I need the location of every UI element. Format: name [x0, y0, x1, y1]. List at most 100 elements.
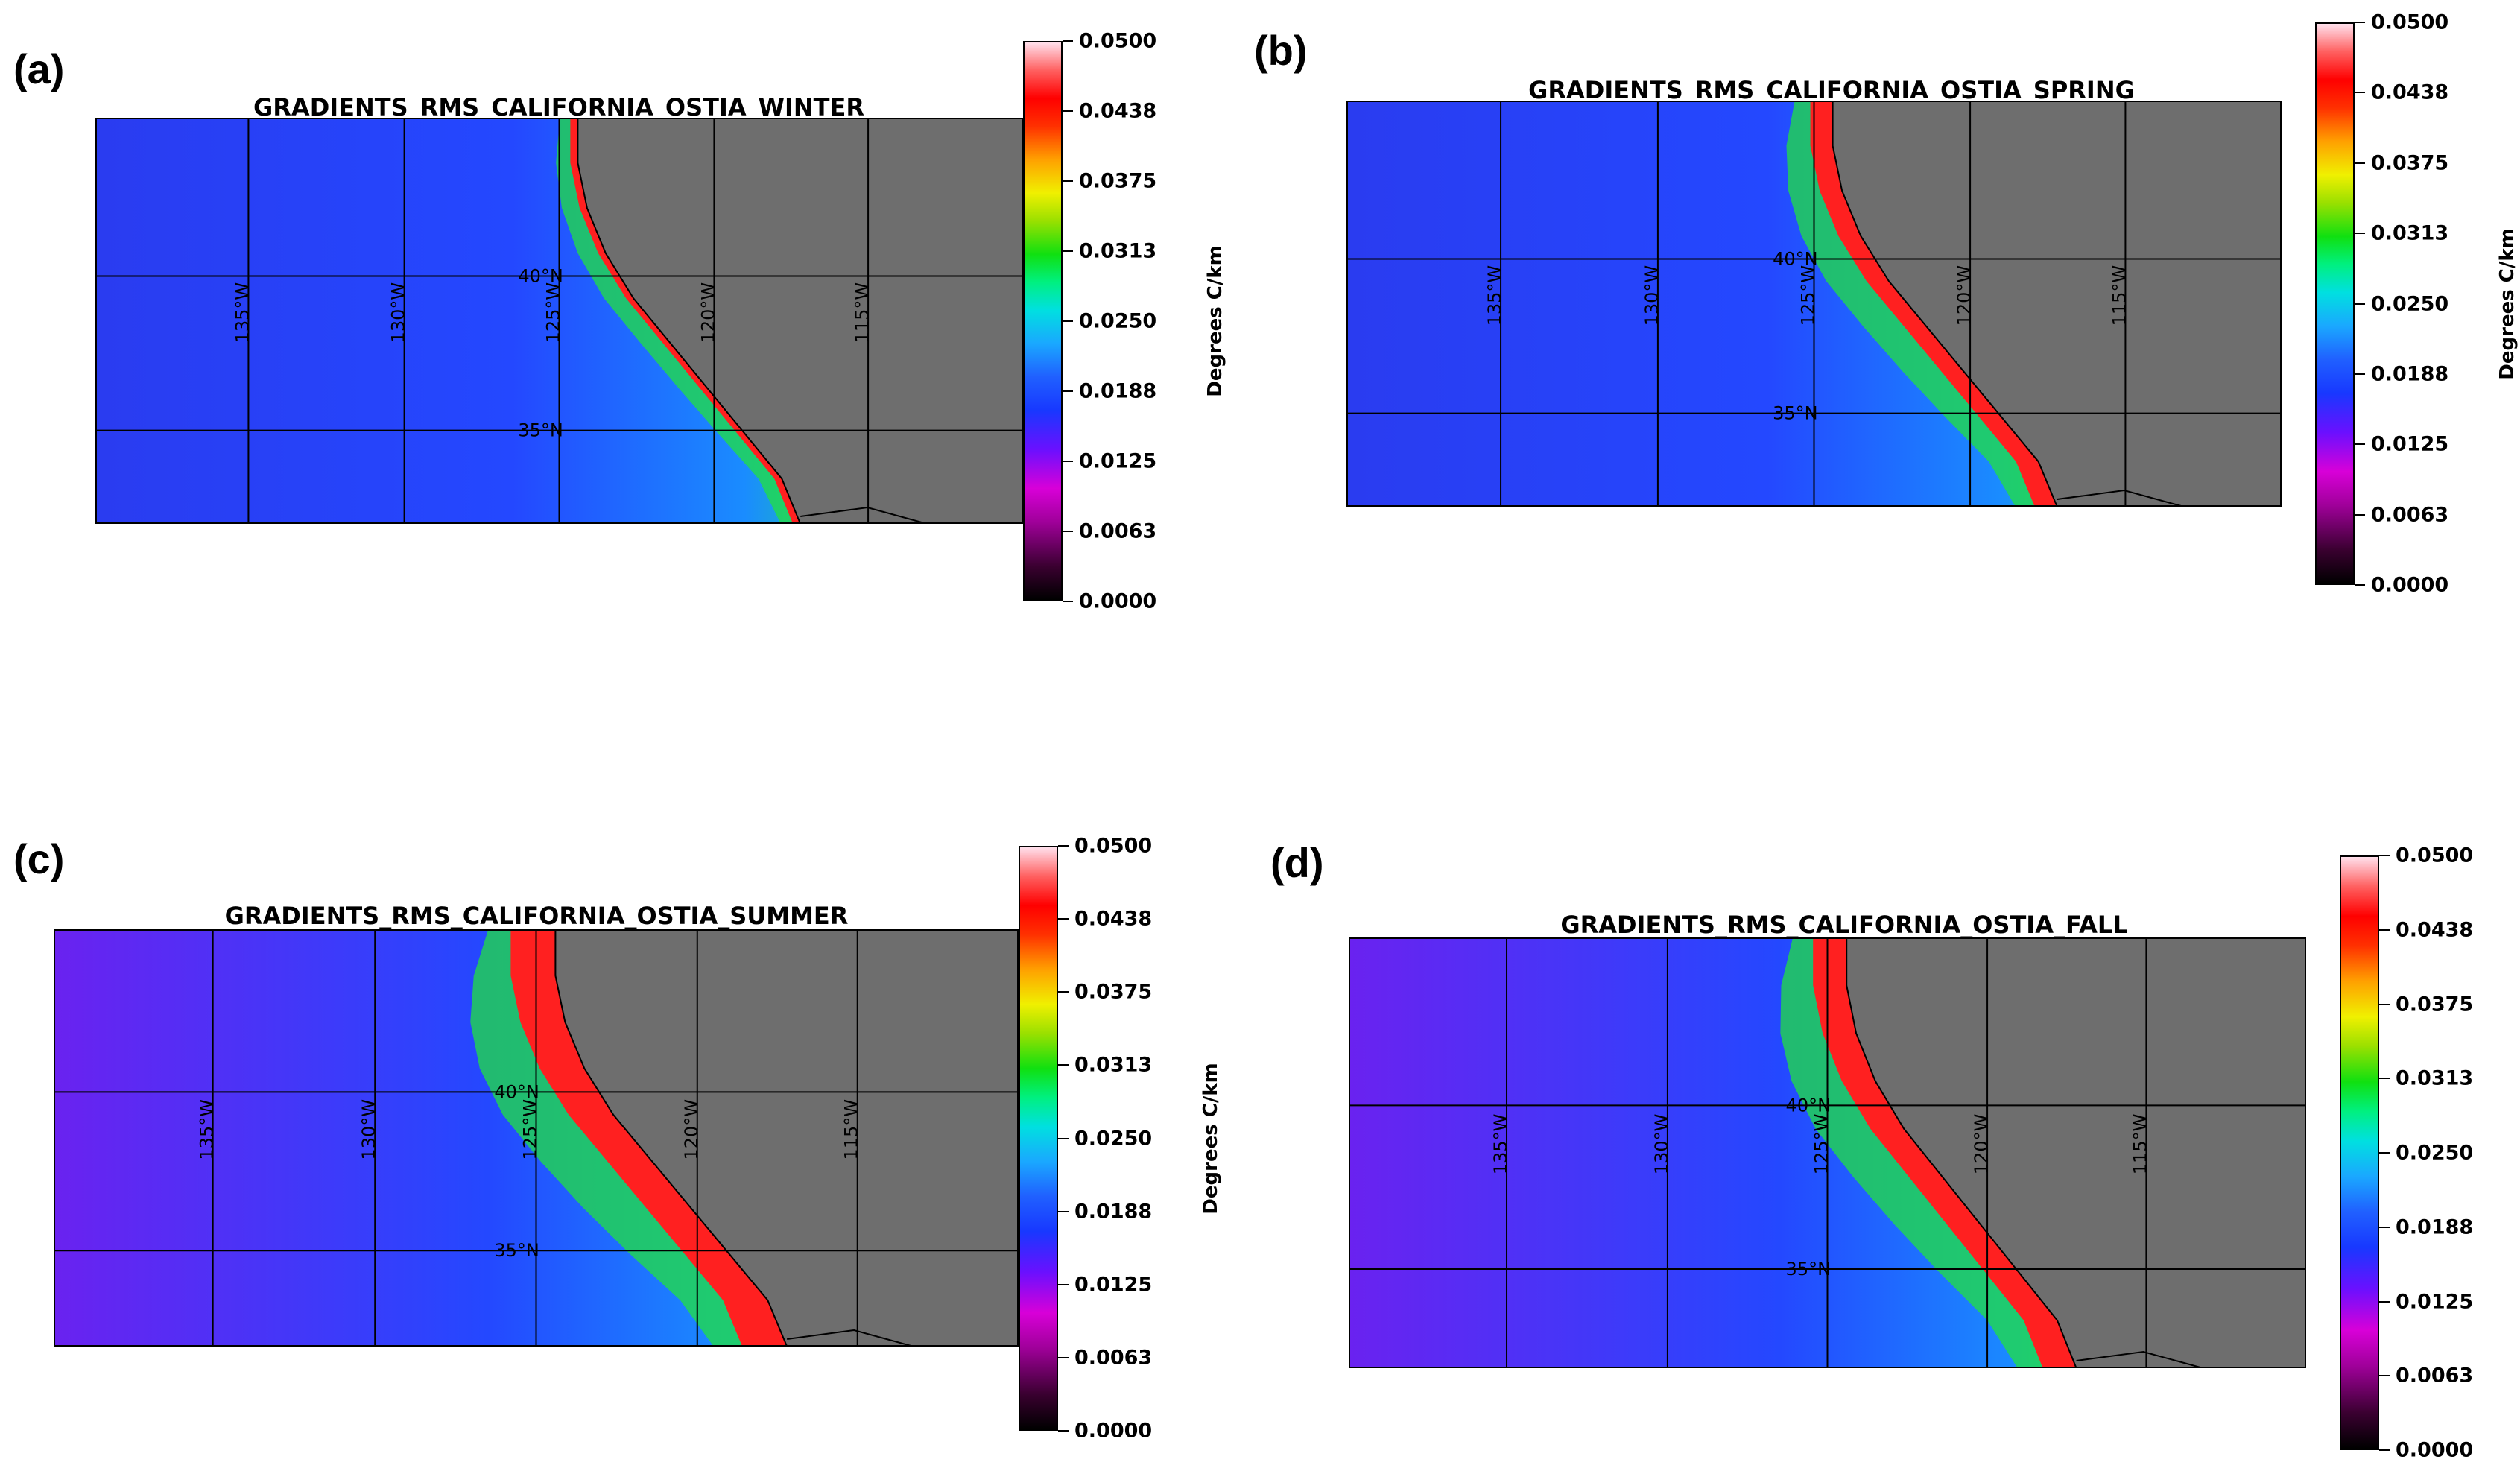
colorbar-tick-label: 0.0313: [1079, 239, 1157, 263]
colorbar-tick-label: 0.0250: [2371, 292, 2449, 315]
map-frame: [95, 118, 1023, 524]
land-mask: [577, 118, 1023, 524]
longitude-label: 130°W: [1642, 265, 1662, 326]
longitude-label: 120°W: [1971, 1114, 1992, 1175]
longitude-label: 125°W: [543, 282, 564, 344]
colorbar-tick: [1058, 845, 1069, 847]
colorbar-tick-label: 0.0063: [2371, 503, 2449, 527]
colorbar-tick: [1063, 320, 1073, 322]
colorbar-tick: [1063, 250, 1073, 252]
panel-label: (b): [1254, 27, 1308, 74]
colorbar-tick-label: 0.0188: [1079, 379, 1157, 403]
colorbar-tick-label: 0.0125: [1074, 1273, 1153, 1297]
colorbar-tick: [2355, 22, 2365, 23]
longitude-label: 130°W: [388, 282, 409, 344]
colorbar-tick: [1058, 1356, 1069, 1358]
colorbar-tick-label: 0.0000: [2371, 573, 2449, 597]
colorbar-tick: [2379, 855, 2390, 856]
colorbar-tick: [2379, 929, 2390, 931]
border-line: [2057, 489, 2185, 507]
longitude-label: 135°W: [1484, 265, 1505, 326]
colorbar-tick: [2379, 1003, 2390, 1005]
longitude-label: 125°W: [520, 1099, 541, 1160]
colorbar-tick-label: 0.0313: [2371, 221, 2449, 245]
colorbar-tick: [2355, 513, 2365, 516]
colorbar-tick: [1063, 390, 1073, 392]
panel-label: (d): [1270, 839, 1324, 886]
colorbar-tick: [1058, 1210, 1069, 1212]
coastal-high-gradient: [510, 929, 788, 1347]
map-frame: [1349, 937, 2306, 1368]
longitude-label: 115°W: [2109, 265, 2130, 326]
longitude-label: 120°W: [1954, 265, 1975, 326]
colorbar-tick: [1063, 531, 1073, 532]
heatmap-map: 135°W 130°W 125°W 120°W 115°W 40°N 35°N: [1346, 101, 2282, 507]
colorbar-tick: [1063, 461, 1073, 462]
colorbar-tick: [1058, 1283, 1069, 1285]
coastal-high-gradient: [1810, 101, 2057, 507]
colorbar-tick-label: 0.0375: [1079, 169, 1157, 193]
longitude-label: 115°W: [2130, 1114, 2150, 1175]
colorbar-tick: [1063, 601, 1073, 602]
panel-label: (a): [13, 45, 65, 92]
colorbar-label: Degrees C/km: [2496, 227, 2519, 380]
colorbar-tick-label: 0.0125: [1079, 449, 1157, 473]
panel-title: GRADIENTS_RMS_CALIFORNIA_OSTIA_WINTER: [253, 93, 864, 121]
colorbar-tick: [1058, 1064, 1069, 1066]
colorbar-tick-label: 0.0063: [2396, 1364, 2474, 1388]
colorbar-tick: [2355, 373, 2365, 375]
colorbar-tick-label: 0.0000: [1074, 1419, 1153, 1443]
colorbar-label: Degrees C/km: [1204, 245, 1226, 397]
heatmap-map: 135°W 130°W 125°W 120°W 115°W 40°N 35°N: [95, 118, 1023, 524]
longitude-label: 135°W: [232, 282, 253, 344]
latitude-label: 35°N: [494, 1240, 539, 1261]
longitude-label: 115°W: [841, 1099, 862, 1160]
colorbar-tick-label: 0.0250: [1079, 309, 1157, 333]
heatmap-map: 135°W 130°W 125°W 120°W 115°W 40°N 35°N: [1349, 937, 2306, 1368]
colorbar-tick-label: 0.0375: [2371, 151, 2449, 175]
colorbar-tick: [1058, 918, 1069, 920]
colorbar-label: Degrees C/km: [1200, 1062, 1222, 1215]
panel-title: GRADIENTS_RMS_CALIFORNIA_OSTIA_FALL: [1560, 911, 2128, 939]
colorbar-tick-label: 0.0063: [1074, 1346, 1153, 1370]
colorbar-tick: [2379, 1375, 2390, 1377]
colorbar-tick: [2355, 233, 2365, 235]
colorbar-tick-label: 0.0500: [2396, 844, 2474, 867]
colorbar-tick-label: 0.0375: [1074, 980, 1153, 1004]
heatmap-map: 135°W 130°W 125°W 120°W 115°W 40°N 35°N: [54, 929, 1019, 1347]
colorbar-tick-label: 0.0188: [2396, 1215, 2474, 1239]
land-mask: [1832, 101, 2282, 507]
map-frame: [1346, 101, 2282, 507]
colorbar-tick-label: 0.0250: [1074, 1127, 1153, 1150]
colorbar-tick-label: 0.0313: [1074, 1053, 1153, 1077]
colorbar-tick: [2379, 1152, 2390, 1154]
colorbar-tick-label: 0.0125: [2396, 1290, 2474, 1313]
colorbar-tick: [2379, 1078, 2390, 1080]
colorbar-tick: [2379, 1300, 2390, 1303]
colorbar: [2315, 22, 2355, 585]
colorbar-tick-label: 0.0438: [1074, 907, 1153, 931]
colorbar-tick: [2355, 162, 2365, 164]
colorbar-tick: [1058, 1430, 1069, 1432]
colorbar-tick: [1063, 110, 1073, 112]
colorbar-tick: [2379, 1449, 2390, 1451]
colorbar: [1019, 846, 1058, 1431]
border-line: [787, 1329, 914, 1347]
colorbar-tick: [2379, 1226, 2390, 1228]
longitude-label: 135°W: [197, 1099, 218, 1160]
latitude-label: 40°N: [1773, 249, 1818, 270]
longitude-label: 125°W: [1798, 265, 1819, 326]
coastal-high-gradient: [1813, 937, 2077, 1368]
latitude-label: 40°N: [1786, 1095, 1832, 1116]
map-frame: [54, 929, 1019, 1347]
colorbar: [2340, 855, 2379, 1450]
colorbar-tick: [1063, 40, 1073, 42]
longitude-label: 120°W: [697, 282, 718, 344]
land-mask: [554, 929, 1019, 1347]
colorbar-tick: [1058, 991, 1069, 993]
colorbar-tick-label: 0.0375: [2396, 993, 2474, 1016]
latitude-label: 35°N: [518, 420, 563, 441]
longitude-label: 135°W: [1490, 1114, 1511, 1175]
panel-title: GRADIENTS_RMS_CALIFORNIA_OSTIA_SPRING: [1528, 76, 2135, 104]
longitude-label: 125°W: [1811, 1114, 1832, 1175]
